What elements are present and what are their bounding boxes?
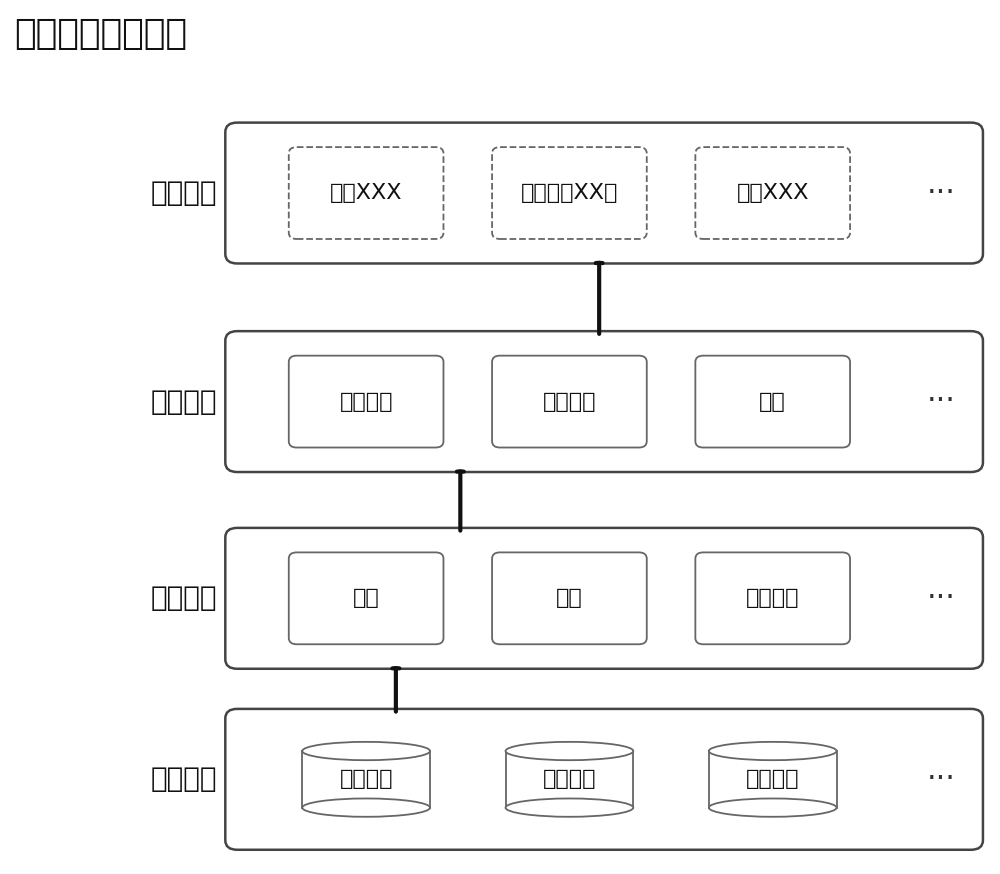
Text: 热销XXX: 热销XXX xyxy=(330,183,402,203)
Ellipse shape xyxy=(506,742,633,760)
Text: 销量: 销量 xyxy=(759,392,786,412)
FancyBboxPatch shape xyxy=(289,147,443,239)
Ellipse shape xyxy=(302,742,430,760)
Ellipse shape xyxy=(506,799,633,817)
Text: ···: ··· xyxy=(927,765,956,794)
FancyBboxPatch shape xyxy=(225,331,983,472)
Text: ···: ··· xyxy=(927,584,956,613)
Text: 商品偏好: 商品偏好 xyxy=(543,392,596,412)
Bar xyxy=(709,751,837,808)
FancyBboxPatch shape xyxy=(225,528,983,669)
Text: 城市: 城市 xyxy=(353,588,380,608)
Text: ···: ··· xyxy=(927,387,956,416)
FancyBboxPatch shape xyxy=(492,147,647,239)
Text: 事实标签: 事实标签 xyxy=(151,585,217,613)
FancyBboxPatch shape xyxy=(289,552,443,644)
Text: ···: ··· xyxy=(927,178,956,207)
Text: 补货日志: 补货日志 xyxy=(339,769,393,789)
Text: 模型标签: 模型标签 xyxy=(151,387,217,415)
FancyBboxPatch shape xyxy=(289,356,443,447)
FancyBboxPatch shape xyxy=(492,356,647,447)
Text: 购买用户: 购买用户 xyxy=(746,769,799,789)
Text: 补货时长: 补货时长 xyxy=(339,392,393,412)
Text: 销售数据: 销售数据 xyxy=(543,769,596,789)
Ellipse shape xyxy=(709,799,837,817)
FancyBboxPatch shape xyxy=(695,356,850,447)
Text: 原始数据: 原始数据 xyxy=(151,766,217,794)
Bar xyxy=(506,751,633,808)
FancyBboxPatch shape xyxy=(492,552,647,644)
Text: 补货周期XX天: 补货周期XX天 xyxy=(521,183,618,203)
Text: 预测标签: 预测标签 xyxy=(151,179,217,207)
FancyBboxPatch shape xyxy=(225,709,983,850)
Text: 毛利XXX: 毛利XXX xyxy=(736,183,809,203)
Ellipse shape xyxy=(302,799,430,817)
Text: 场景: 场景 xyxy=(556,588,583,608)
Text: 点位特征标签模型: 点位特征标签模型 xyxy=(14,17,187,52)
FancyBboxPatch shape xyxy=(695,147,850,239)
Text: 是否封闭: 是否封闭 xyxy=(746,588,799,608)
FancyBboxPatch shape xyxy=(695,552,850,644)
Ellipse shape xyxy=(709,742,837,760)
Bar xyxy=(302,751,430,808)
FancyBboxPatch shape xyxy=(225,122,983,263)
